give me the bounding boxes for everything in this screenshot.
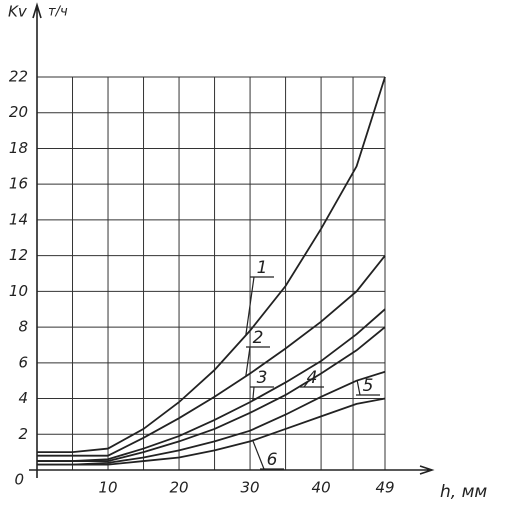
y-tick-label: 18 (9, 139, 28, 157)
x-tick-label: 10 (98, 479, 117, 497)
x-axis-label: h, мм (440, 482, 487, 502)
y-tick-label: 12 (9, 246, 28, 264)
y-tick-label: 16 (9, 175, 28, 193)
leader-line (245, 276, 255, 336)
y-tick-label: 4 (18, 389, 28, 407)
y-tick-label: 10 (9, 282, 28, 300)
y-tick-label: 14 (9, 210, 28, 228)
leader-line (252, 440, 265, 470)
y-axis-unit: т/ч (48, 5, 68, 20)
curve (37, 76, 386, 454)
x-tick-label: 40 (312, 479, 331, 497)
y-axis-label: Kv (8, 3, 28, 21)
y-tick-label: 8 (18, 318, 28, 336)
curve (37, 308, 386, 462)
series-label: 4 (307, 368, 318, 388)
leader-line (252, 386, 255, 401)
series-label: 6 (267, 450, 278, 470)
y-tick-label: 0 (14, 471, 24, 489)
curve (37, 397, 386, 466)
x-tick-label: 20 (169, 479, 188, 497)
series-label: 5 (363, 376, 374, 396)
y-tick-label: 22 (9, 68, 28, 86)
y-tick-label: 20 (9, 103, 28, 121)
series-label: 1 (257, 258, 268, 278)
y-axis (32, 2, 42, 478)
series-label: 2 (253, 328, 264, 348)
leader-line (245, 346, 251, 377)
leader-line (303, 380, 309, 388)
curve (37, 255, 386, 457)
leader-line (356, 380, 361, 396)
y-tick-label: 6 (18, 353, 28, 371)
series-label: 3 (257, 368, 268, 388)
y-tick-label: 2 (18, 425, 28, 443)
curve (37, 370, 386, 466)
curve (37, 326, 386, 462)
x-axis (29, 465, 435, 475)
x-tick-label: 49 (375, 479, 394, 497)
x-tick-label: 30 (241, 479, 260, 497)
